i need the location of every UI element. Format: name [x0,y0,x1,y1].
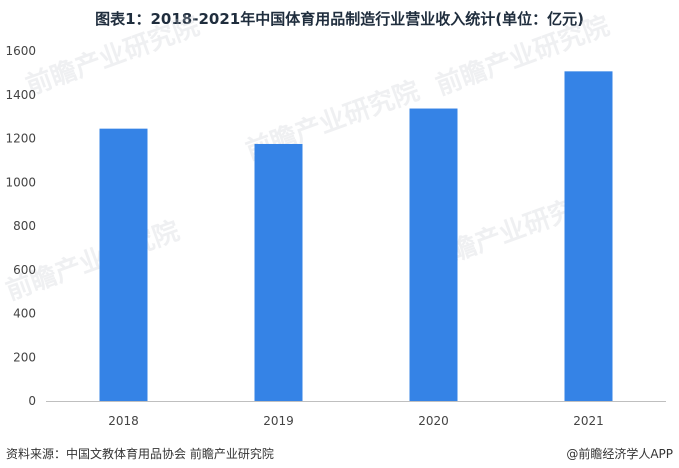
bar-2020 [409,108,458,401]
y-tick-label: 800 [13,219,36,233]
x-tick-label: 2019 [263,414,294,428]
bar-2019 [254,143,303,401]
y-tick-label: 0 [28,394,36,408]
y-axis-tick-labels: 0 200 400 600 800 1000 1200 1400 1600 [5,44,36,408]
brand-credit: @前瞻经济学人APP [566,447,673,461]
footer: 资料来源：中国文教体育用品协会 前瞻产业研究院 @前瞻经济学人APP [6,444,673,462]
x-tick-label: 2018 [108,414,139,428]
chart-title: 图表1：2018-2021年中国体育用品制造行业营业收入统计(单位：亿元) [95,10,584,28]
y-tick-label: 1600 [5,44,36,58]
x-tick-label: 2021 [573,414,604,428]
y-tick-label: 200 [13,350,36,364]
y-tick-label: 1400 [5,88,36,102]
y-tick-label: 1000 [5,175,36,189]
bar-2018 [99,128,148,401]
source-note: 资料来源：中国文教体育用品协会 前瞻产业研究院 [6,447,274,461]
x-axis-tick-labels: 2018 2019 2020 2021 [108,414,604,428]
bar-series [99,71,613,401]
x-tick-label: 2020 [418,414,449,428]
bar-2021 [564,71,613,401]
y-tick-label: 600 [13,263,36,277]
y-tick-label: 400 [13,307,36,321]
y-tick-label: 1200 [5,132,36,146]
watermark-text: 前瞻产业研究院 [22,10,204,101]
